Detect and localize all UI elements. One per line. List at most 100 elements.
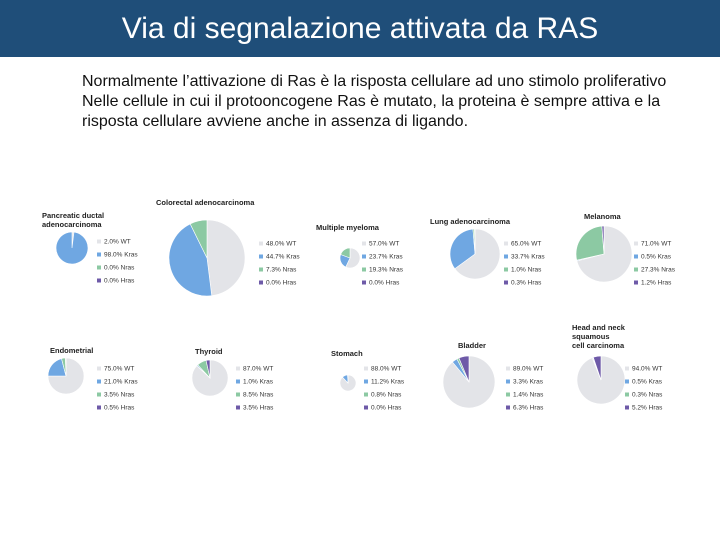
pie-slice xyxy=(345,247,361,269)
legend-label: 33.7% Kras xyxy=(511,254,545,261)
legend-label: 0.0% Hras xyxy=(104,278,135,285)
legend-label: 65.0% WT xyxy=(511,241,541,248)
legend-swatch xyxy=(259,280,263,285)
pie-slice xyxy=(575,225,605,261)
legend-swatch xyxy=(362,267,366,272)
legend-swatch xyxy=(634,241,638,246)
intro-line-1: Normalmente l’attivazione di Ras è la ri… xyxy=(82,73,667,90)
legend-swatch xyxy=(634,254,638,259)
legend-swatch xyxy=(259,267,263,272)
legend-swatch xyxy=(364,366,368,371)
pie-slice xyxy=(449,228,476,270)
legend-label: 87.0% WT xyxy=(243,366,273,373)
legend-swatch xyxy=(625,366,629,371)
legend-label: 21.0% Kras xyxy=(104,379,138,386)
legend-label: 0.0% Hras xyxy=(266,280,297,287)
pie-title: Endometrial xyxy=(50,346,93,355)
legend-swatch xyxy=(236,379,240,384)
legend-label: 19.3% Nras xyxy=(369,267,404,274)
legend-swatch xyxy=(362,241,366,246)
legend-label: 1.0% Kras xyxy=(243,379,274,386)
legend-label: 0.5% Hras xyxy=(104,405,135,412)
legend-label: 0.0% Hras xyxy=(371,405,402,412)
legend-swatch xyxy=(259,241,263,246)
intro-line-2: Nelle cellule in cui il protooncogene Ra… xyxy=(82,93,661,130)
legend-swatch xyxy=(364,405,368,410)
legend-swatch xyxy=(97,252,101,257)
pie-title: Colorectal adenocarcinoma xyxy=(156,198,255,207)
legend-swatch xyxy=(236,366,240,371)
legend-swatch xyxy=(504,241,508,246)
pie-slice xyxy=(458,355,470,383)
pie-slice xyxy=(576,225,633,283)
legend-swatch xyxy=(504,267,508,272)
legend-label: 1.0% Nras xyxy=(511,267,542,274)
legend-label: 98.0% Kras xyxy=(104,252,138,259)
legend-label: 3.5% Hras xyxy=(243,405,274,412)
legend-label: 89.0% WT xyxy=(513,366,543,373)
legend-label: 71.0% WT xyxy=(641,241,671,248)
legend-swatch xyxy=(97,265,101,270)
legend-label: 75.0% WT xyxy=(104,366,134,373)
legend-swatch xyxy=(364,392,368,397)
legend-label: 94.0% WT xyxy=(632,366,662,373)
legend-label: 1.2% Hras xyxy=(641,280,672,287)
legend-label: 0.5% Kras xyxy=(632,379,663,386)
legend-swatch xyxy=(97,405,101,410)
title-bar: Via di segnalazione attivata da RAS xyxy=(0,0,720,57)
pie-title: squamous xyxy=(572,332,610,341)
legend-label: 0.0% Hras xyxy=(369,280,400,287)
legend-swatch xyxy=(97,278,101,283)
legend-label: 3.5% Nras xyxy=(104,392,135,399)
legend-swatch xyxy=(634,280,638,285)
legend-swatch xyxy=(506,366,510,371)
legend-label: 27.3% Nras xyxy=(641,267,676,274)
legend-swatch xyxy=(506,405,510,410)
legend-label: 11.2% Kras xyxy=(371,379,405,386)
pie-title: Melanoma xyxy=(584,212,622,221)
legend-label: 57.0% WT xyxy=(369,241,399,248)
legend-swatch xyxy=(97,366,101,371)
legend-swatch xyxy=(625,405,629,410)
pie-title: Thyroid xyxy=(195,347,223,356)
legend-swatch xyxy=(362,254,366,259)
legend-label: 3.3% Kras xyxy=(513,379,544,386)
pie-title: Head and neck xyxy=(572,323,626,332)
legend-swatch xyxy=(97,239,101,244)
legend-label: 88.0% WT xyxy=(371,366,401,373)
pie-title: Pancreatic ductal xyxy=(42,211,104,220)
pie-chart: Endometrial 75.0% WT 21.0% Kras 3.5% Nras 0.… xyxy=(47,346,138,412)
legend-swatch xyxy=(506,392,510,397)
legend-swatch xyxy=(362,280,366,285)
pie-slice xyxy=(592,355,602,381)
legend-label: 2.0% WT xyxy=(104,239,131,246)
pie-chart: Stomach 88.0% WT 11.2% Kras 0.8% Nras 0.0% H… xyxy=(331,349,405,412)
legend-swatch xyxy=(504,280,508,285)
pie-slice xyxy=(206,219,246,297)
legend-swatch xyxy=(506,379,510,384)
legend-swatch xyxy=(625,392,629,397)
legend-label: 7.3% Nras xyxy=(266,267,297,274)
pie-slice xyxy=(205,359,211,379)
legend-swatch xyxy=(504,254,508,259)
pie-chart: Colorectal adenocarcinoma 48.0% WT 44.7% K… xyxy=(156,198,300,297)
legend-swatch xyxy=(364,379,368,384)
legend-label: 0.8% Nras xyxy=(371,392,402,399)
legend-label: 5.2% Hras xyxy=(632,405,663,412)
pie-chart: Lung adenocarcinoma 65.0% WT 33.7% Kras 1.0… xyxy=(430,217,545,287)
pie-slice xyxy=(340,247,351,259)
pie-title: Multiple myeloma xyxy=(316,223,380,232)
pie-title: cell carcinoma xyxy=(572,341,625,350)
pie-chart: Thyroid 87.0% WT 1.0% Kras 8.5% Nras 3.5% Hr… xyxy=(191,347,274,412)
pie-slice xyxy=(601,225,605,255)
pie-title: Lung adenocarcinoma xyxy=(430,217,511,226)
legend-label: 0.3% Nras xyxy=(632,392,663,399)
pie-slice xyxy=(454,228,501,280)
legend-label: 48.0% WT xyxy=(266,241,296,248)
pie-chart: Multiple myeloma 57.0% WT 23.7% Kras 19.3% … xyxy=(316,223,404,287)
legend-swatch xyxy=(259,254,263,259)
pie-title: adenocarcinoma xyxy=(42,220,102,229)
pie-slice xyxy=(55,231,89,265)
